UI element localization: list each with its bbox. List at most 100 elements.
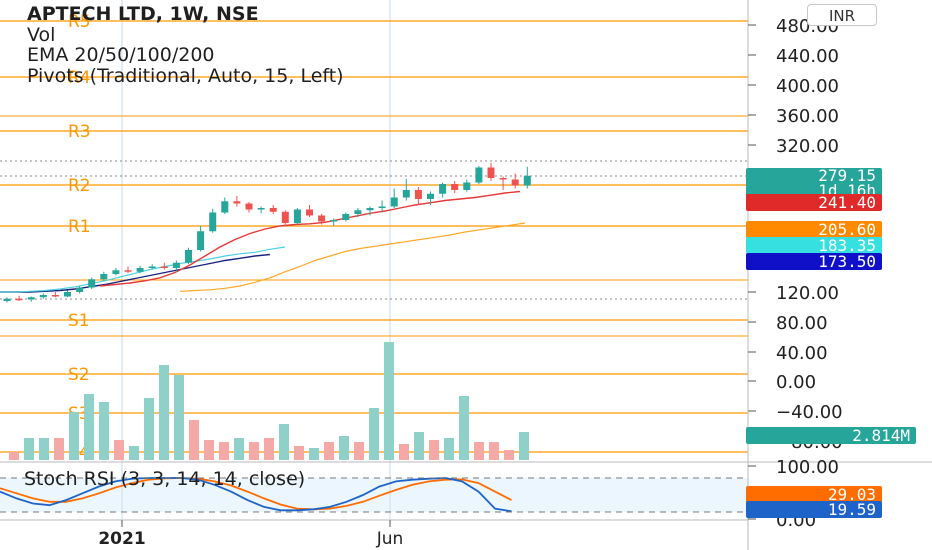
candle-body xyxy=(354,210,362,214)
candle-body xyxy=(330,220,338,222)
candle-body xyxy=(64,292,71,297)
price-tick-label: −40.00 xyxy=(776,402,843,423)
candle-body xyxy=(281,211,289,223)
volume-bar xyxy=(54,438,64,460)
candle-body xyxy=(511,179,519,186)
volume-bar xyxy=(294,446,304,460)
pivots-indicator-label[interactable]: Pivots (Traditional, Auto, 15, Left) xyxy=(27,64,344,87)
candle-body xyxy=(233,201,241,204)
volume-bar xyxy=(504,450,514,460)
pivot-label-S1: S1 xyxy=(68,311,90,331)
price-tick-label: 40.00 xyxy=(776,343,828,364)
candle-body xyxy=(523,175,531,186)
chart-legend: APTECH LTD, 1W, NSE Vol EMA 20/50/100/20… xyxy=(27,4,344,86)
volume-bar xyxy=(24,438,34,460)
symbol-title[interactable]: APTECH LTD, 1W, NSE xyxy=(27,3,259,25)
volume-bar xyxy=(204,440,214,460)
candle-body xyxy=(402,190,410,198)
candle-body xyxy=(414,190,422,199)
price-tick-label: 120.00 xyxy=(776,283,839,304)
candle-body xyxy=(15,298,23,301)
volume-badge: 2.814M xyxy=(746,427,916,444)
volume-bar xyxy=(519,432,529,460)
pivot-label-S2: S2 xyxy=(68,365,90,385)
volume-indicator-label[interactable]: Vol xyxy=(27,23,56,46)
volume-bar xyxy=(309,448,319,460)
volume-bar xyxy=(429,440,439,460)
candle-body xyxy=(209,212,217,232)
price-tick-label: 400.00 xyxy=(776,76,839,97)
volume-bar xyxy=(459,396,469,460)
currency-button[interactable]: INR xyxy=(807,4,877,26)
ema50-badge: 205.60 xyxy=(746,221,882,238)
candle-body xyxy=(51,295,59,297)
volume-bar xyxy=(324,442,334,460)
volume-bar xyxy=(114,440,124,460)
volume-bar xyxy=(234,438,244,460)
candle-body xyxy=(463,182,471,190)
pivot-label-R4: R4 xyxy=(68,68,91,88)
candle-body xyxy=(185,250,192,263)
candle-body xyxy=(318,215,326,222)
candle-body xyxy=(499,178,507,180)
stoch-tick-label: 100.00 xyxy=(776,457,839,478)
candle-body xyxy=(366,208,374,211)
candle-body xyxy=(306,209,313,216)
price-tick-label: 0.00 xyxy=(776,372,816,393)
volume-bar xyxy=(414,432,424,460)
volume-bar xyxy=(9,452,19,460)
ema200-line xyxy=(0,253,271,293)
volume-bar xyxy=(339,436,349,460)
volume-bar xyxy=(219,442,229,460)
candle-body xyxy=(160,266,168,268)
volume-bar xyxy=(249,442,259,460)
candle-body xyxy=(197,231,205,250)
candle-body xyxy=(342,214,350,220)
stoch-band xyxy=(0,478,748,512)
candle-body xyxy=(100,274,108,280)
volume-bar xyxy=(384,342,394,460)
candle-body xyxy=(27,297,35,300)
candle-body xyxy=(439,184,447,194)
volume-bar xyxy=(369,408,379,460)
time-tick-label: Jun xyxy=(376,529,404,549)
candle-body xyxy=(112,270,120,274)
pivot-label-R2: R2 xyxy=(68,176,91,196)
ema20-badge: 241.40 xyxy=(746,194,882,211)
candle-body xyxy=(487,167,495,178)
volume-bar xyxy=(99,402,109,460)
candle-body xyxy=(257,208,265,210)
candle-body xyxy=(39,295,47,298)
volume-bar xyxy=(39,438,49,460)
stoch-k-line xyxy=(0,477,512,513)
ema20-line xyxy=(99,190,521,287)
ema-indicator-label[interactable]: EMA 20/50/100/200 xyxy=(27,44,215,66)
candle-body xyxy=(221,201,229,213)
pivot-label-R3: R3 xyxy=(68,122,91,142)
candle-body xyxy=(245,203,253,210)
volume-bar xyxy=(129,446,139,460)
price-tick-label: 320.00 xyxy=(776,136,839,157)
candle-body xyxy=(378,206,386,208)
candle-body xyxy=(451,184,459,190)
ema200-badge: 173.50 xyxy=(746,253,882,270)
pivot-label-R5: R5 xyxy=(68,12,91,32)
stoch-rsi-label[interactable]: Stoch RSI (3, 3, 14, 14, close) xyxy=(24,468,306,490)
volume-bar xyxy=(144,398,154,460)
candle-body xyxy=(427,193,434,199)
candle-body xyxy=(390,197,398,207)
price-tick-label: 80.00 xyxy=(776,313,828,334)
candle-body xyxy=(148,266,156,268)
candle-body xyxy=(293,209,301,223)
pivot-label-R1: R1 xyxy=(68,217,91,237)
candle-body xyxy=(88,279,96,288)
candle-body xyxy=(172,262,180,268)
stoch-d-line xyxy=(0,477,512,511)
candle-body xyxy=(475,167,483,183)
volume-bar xyxy=(69,412,79,460)
volume-bar xyxy=(84,394,94,460)
volume-bar xyxy=(174,375,184,460)
candle-body xyxy=(136,268,144,272)
candle-body xyxy=(3,298,11,301)
stoch-d-badge: 29.03 xyxy=(746,486,882,503)
